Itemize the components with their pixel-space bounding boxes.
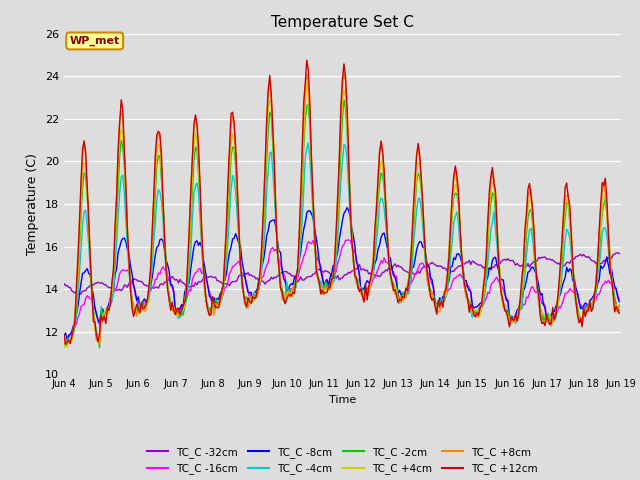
Y-axis label: Temperature (C): Temperature (C)	[26, 153, 39, 255]
Legend: TC_C -32cm, TC_C -16cm, TC_C -8cm, TC_C -4cm, TC_C -2cm, TC_C +4cm, TC_C +8cm, T: TC_C -32cm, TC_C -16cm, TC_C -8cm, TC_C …	[143, 443, 542, 478]
Title: Temperature Set C: Temperature Set C	[271, 15, 414, 30]
X-axis label: Time: Time	[329, 395, 356, 405]
Text: WP_met: WP_met	[70, 36, 120, 46]
